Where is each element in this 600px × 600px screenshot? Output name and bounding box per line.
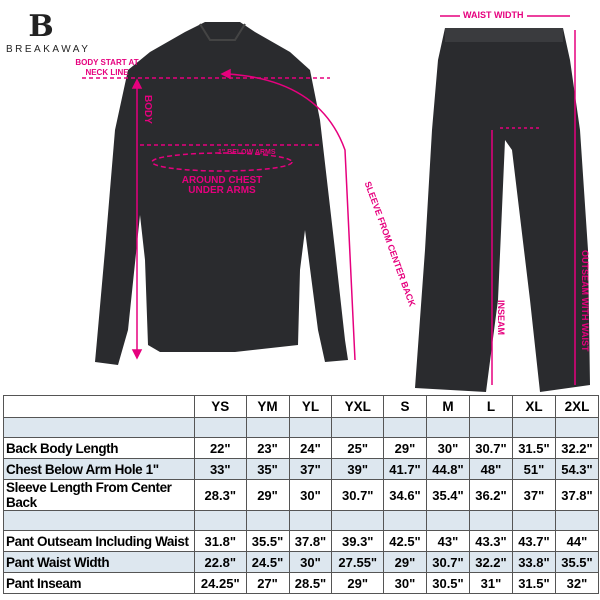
size-header: S	[383, 395, 427, 418]
measurement-cell: 27.55"	[331, 551, 384, 573]
table-row: Pant Waist Width 22.8" 24.5" 30" 27.55" 29" 30…	[3, 551, 600, 573]
chest-ellipse	[151, 152, 293, 172]
table-row: Pant Inseam 24.25" 27" 28.5" 29" 30" 30.5" 31" 3…	[3, 572, 600, 594]
table-row: Pant Outseam Including Waist 31.8" 35.5" 37…	[3, 530, 600, 552]
measurement-cell: 22"	[194, 437, 247, 459]
measurement-cell: 37"	[511, 479, 556, 511]
measurement-cell: 28.3"	[194, 479, 247, 511]
measurement-cell: 36.2"	[468, 479, 513, 511]
measurement-cell: 32.2"	[468, 551, 513, 573]
measurement-cell: 29"	[383, 551, 427, 573]
brand-name: BREAKAWAY	[6, 44, 91, 55]
measurement-cell: 30.7"	[331, 479, 384, 511]
measurement-cell: 24"	[288, 437, 333, 459]
measurement-cell: 30.5"	[425, 572, 470, 594]
measurement-cell: 33"	[194, 458, 247, 480]
measurement-cell: 30.7"	[425, 551, 470, 573]
row-label: Pant Waist Width	[3, 551, 195, 573]
size-chart-table: YS YM YL YXL S M L XL 2XL Back Body Leng…	[3, 395, 600, 594]
measurement-cell: 37.8"	[554, 479, 600, 511]
measurement-cell: 41.7"	[383, 458, 427, 480]
size-header: XL	[511, 395, 556, 418]
table-row: Chest Below Arm Hole 1" 33" 35" 37" 39" 41.7"…	[3, 458, 600, 480]
below-arms-label: 1" BELOW ARMS	[218, 149, 276, 156]
size-header-row: YS YM YL YXL S M L XL 2XL	[3, 395, 600, 418]
body-label: BODY	[142, 95, 153, 124]
measurement-cell: 44"	[554, 530, 600, 552]
measurement-cell: 44.8"	[425, 458, 470, 480]
measurement-cell: 34.6"	[383, 479, 427, 511]
logo-mark: B	[28, 9, 54, 44]
measurement-cell: 39"	[331, 458, 384, 480]
measurement-cell: 24.5"	[245, 551, 290, 573]
measurement-cell: 31.8"	[194, 530, 247, 552]
measurement-cell: 35.4"	[425, 479, 470, 511]
measurement-cell: 32"	[554, 572, 600, 594]
measurement-cell: 30"	[288, 551, 333, 573]
waist-width-label: WAIST WIDTH	[460, 10, 527, 20]
size-header: L	[468, 395, 513, 418]
measurement-cell: 37"	[288, 458, 333, 480]
measurement-cell: 31"	[468, 572, 513, 594]
table-row: Back Body Length 22" 23" 24" 25" 29" 30" 30.7" 3…	[3, 437, 600, 459]
measurement-cell: 27"	[245, 572, 290, 594]
row-label: Sleeve Length From Center Back	[3, 479, 195, 511]
measurement-cell: 43.7"	[511, 530, 556, 552]
size-header: YXL	[331, 395, 384, 418]
measurement-cell: 29"	[245, 479, 290, 511]
size-header: M	[425, 395, 470, 418]
size-header: YL	[288, 395, 333, 418]
measurement-cell: 24.25"	[194, 572, 247, 594]
measurement-cell: 35.5"	[554, 551, 600, 573]
size-header: YS	[194, 395, 247, 418]
measurement-cell: 30"	[383, 572, 427, 594]
brand-logo: B BREAKAWAY	[6, 9, 91, 56]
measurement-cell: 22.8"	[194, 551, 247, 573]
measurement-cell: 54.3"	[554, 458, 600, 480]
row-label: Back Body Length	[3, 437, 195, 459]
size-header: 2XL	[554, 395, 600, 418]
measurement-cell: 51"	[511, 458, 556, 480]
outseam-label: OUTSEAM WITH WAIST	[580, 250, 590, 352]
row-label: Pant Inseam	[3, 572, 195, 594]
measurement-cell: 30"	[425, 437, 470, 459]
size-header: YM	[245, 395, 290, 418]
corner-cell	[3, 395, 195, 418]
measurement-cell: 29"	[383, 437, 427, 459]
measurement-cell: 30"	[288, 479, 333, 511]
measurement-cell: 32.2"	[554, 437, 600, 459]
spacer-row	[3, 417, 600, 438]
spacer-row	[3, 510, 600, 531]
measurement-cell: 31.5"	[511, 572, 556, 594]
measurement-cell: 33.8"	[511, 551, 556, 573]
measurement-cell: 28.5"	[288, 572, 333, 594]
sleeve-arrow	[227, 73, 356, 361]
garment-illustration	[82, 15, 590, 392]
measurement-cell: 25"	[331, 437, 384, 459]
measurement-cell: 42.5"	[383, 530, 427, 552]
measurement-cell: 43.3"	[468, 530, 513, 552]
measurement-cell: 31.5"	[511, 437, 556, 459]
measurement-cell: 35"	[245, 458, 290, 480]
measurement-cell: 29"	[331, 572, 384, 594]
measurement-cell: 30.7"	[468, 437, 513, 459]
pants-illustration	[415, 28, 590, 392]
jacket-illustration	[95, 22, 348, 365]
measurement-cell: 48"	[468, 458, 513, 480]
table-row: Sleeve Length From Center Back 28.3" 29" 30…	[3, 479, 600, 511]
measurement-cell: 35.5"	[245, 530, 290, 552]
chest-label: AROUND CHEST UNDER ARMS	[181, 175, 263, 196]
inseam-label: INSEAM	[496, 300, 506, 336]
measurement-cell: 23"	[245, 437, 290, 459]
measurement-cell: 43"	[425, 530, 470, 552]
measurement-cell: 37.8"	[288, 530, 333, 552]
measurement-cell: 39.3"	[331, 530, 384, 552]
row-label: Chest Below Arm Hole 1"	[3, 458, 195, 480]
row-label: Pant Outseam Including Waist	[3, 530, 195, 552]
body-start-label: BODY START AT NECK LINE	[75, 58, 139, 77]
